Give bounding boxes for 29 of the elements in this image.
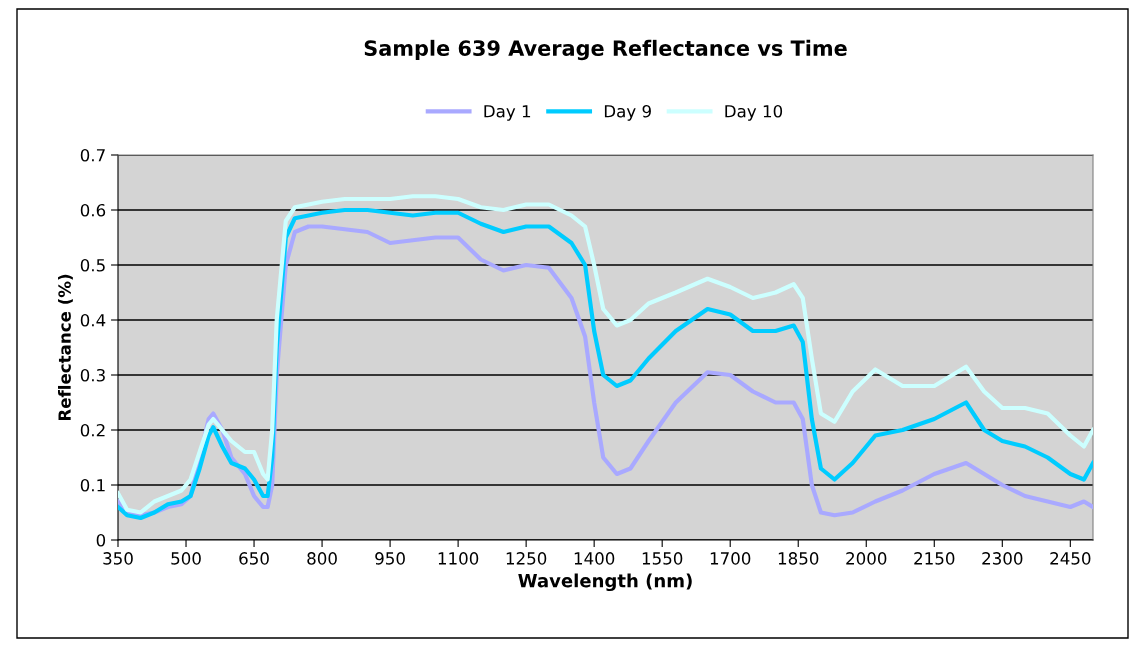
x-tick-label: 1250 (506, 552, 547, 565)
x-tick-label: 2000 (846, 552, 887, 565)
x-tick-label: 1550 (642, 552, 683, 565)
x-axis-title: Wavelength (nm) (518, 573, 692, 592)
x-tick-label: 350 (103, 552, 133, 565)
x-tick-label: 2450 (1050, 552, 1091, 565)
y-tick-label: 0.5 (80, 258, 105, 272)
legend-label: Day 1 (484, 105, 531, 121)
y-tick-label: 0.7 (80, 148, 105, 162)
x-tick-label: 2300 (982, 552, 1023, 565)
x-tick-label: 650 (239, 552, 269, 565)
x-tick-label: 500 (171, 552, 201, 565)
y-tick-label: 0.1 (80, 478, 105, 492)
x-tick-label: 800 (307, 552, 337, 565)
x-tick-label: 1400 (574, 552, 615, 565)
y-tick-label: 0.3 (80, 368, 105, 382)
chart-title: Sample 639 Average Reflectance vs Time (364, 39, 847, 61)
x-tick-label: 950 (375, 552, 405, 565)
y-tick-label: 0.6 (80, 203, 106, 217)
legend-label: Day 10 (725, 104, 783, 121)
y-axis-title: Reflectance (%) (58, 274, 73, 421)
legend-label: Day 9 (604, 104, 651, 121)
x-tick-label: 2150 (914, 552, 955, 565)
y-tick-label: 0.2 (80, 423, 105, 437)
x-tick-label: 1100 (438, 552, 479, 565)
y-tick-label: 0 (96, 533, 106, 547)
x-tick-label: 1700 (710, 552, 751, 565)
x-tick-label: 1850 (778, 552, 819, 565)
y-tick-label: 0.4 (80, 313, 106, 327)
